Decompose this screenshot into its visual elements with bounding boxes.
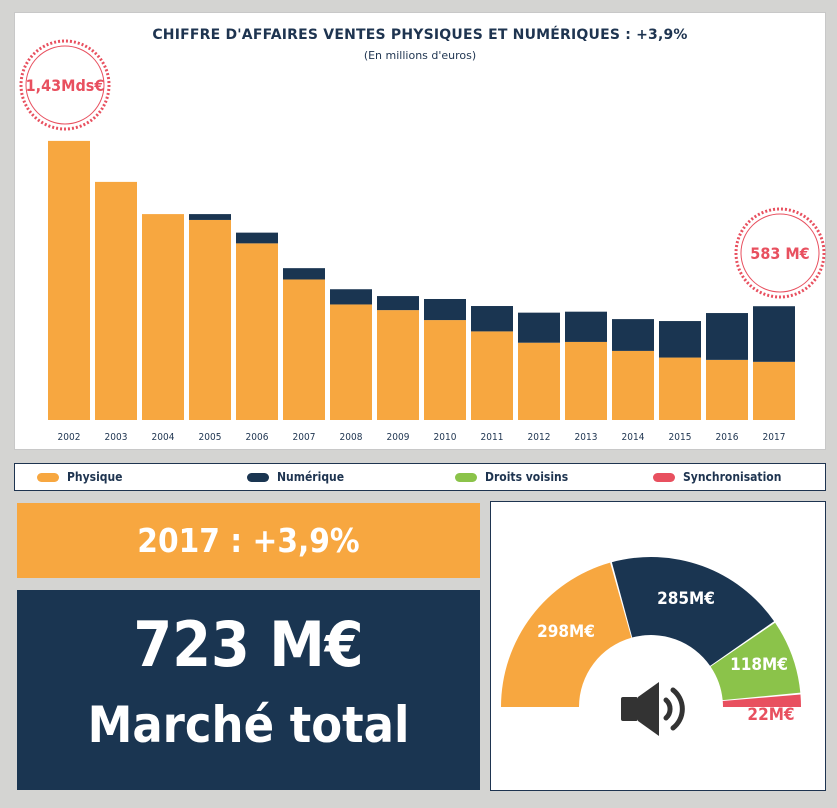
growth-banner: 2017 : +3,9% xyxy=(17,503,480,578)
x-tick-label: 2008 xyxy=(340,432,363,443)
bar-numerique-2013 xyxy=(565,311,607,342)
bar-physique-2013 xyxy=(565,341,607,420)
bar-numerique-2012 xyxy=(518,312,560,343)
bar-chart: 2002 2003 2004 2005 2006 2007 2008 2009 2010 2011… xyxy=(19,39,826,443)
bar-physique-2007 xyxy=(283,279,325,420)
legend-swatch-synchronisation xyxy=(653,472,675,482)
legend-swatch-physique xyxy=(37,472,59,482)
legend-label-numerique: Numérique xyxy=(277,470,345,484)
total-market-panel: 723 M€ Marché total xyxy=(17,590,480,790)
half-donut-chart: 298M€ 285M€ 118M€ 22M€ xyxy=(501,557,801,736)
annotation-2017-total: 583 M€ xyxy=(734,207,826,299)
x-tick-label: 2004 xyxy=(152,432,175,443)
bar-numerique-2011 xyxy=(471,306,513,332)
bar-numerique-2005 xyxy=(189,214,231,220)
x-tick-label: 2017 xyxy=(763,432,786,443)
donut-label-droits-voisins: 118M€ xyxy=(730,655,788,675)
x-tick-label: 2014 xyxy=(622,432,645,443)
bar-physique-2009 xyxy=(377,310,419,420)
donut-label-synchronisation: 22M€ xyxy=(747,705,794,725)
x-tick-label: 2007 xyxy=(293,432,316,443)
bar-numerique-2016 xyxy=(706,313,748,360)
bar-physique-2010 xyxy=(424,320,466,420)
legend-label-synchronisation: Synchronisation xyxy=(683,470,782,484)
x-tick-label: 2010 xyxy=(434,432,457,443)
bar-physique-2005 xyxy=(189,219,231,420)
bar-numerique-2017 xyxy=(753,306,795,362)
donut-label-physique: 298M€ xyxy=(537,622,595,642)
bar-numerique-2010 xyxy=(424,298,466,321)
bar-numerique-2015 xyxy=(659,321,701,358)
bar-physique-2011 xyxy=(471,331,513,420)
x-tick-label: 2011 xyxy=(481,432,504,443)
bar-physique-2017 xyxy=(753,361,795,420)
svg-text:1,43Mds€: 1,43Mds€ xyxy=(26,76,105,95)
legend-swatch-numerique xyxy=(247,472,269,482)
donut-slice-synchronisation xyxy=(722,694,801,707)
donut-label-numérique: 285M€ xyxy=(657,589,715,609)
svg-text:583 M€: 583 M€ xyxy=(750,244,809,263)
chart-subtitle: (En millions d'euros) xyxy=(363,49,477,62)
x-tick-label: 2015 xyxy=(669,432,692,443)
legend-item-physique: Physique xyxy=(37,470,123,484)
bar-numerique-2009 xyxy=(377,296,419,311)
bar-physique-2016 xyxy=(706,359,748,420)
bar-physique-2002 xyxy=(48,140,90,420)
legend-item-synchronisation: Synchronisation xyxy=(653,470,781,484)
donut-slice-droits-voisins xyxy=(710,622,801,701)
bar-physique-2006 xyxy=(236,243,278,420)
x-tick-label: 2005 xyxy=(199,432,222,443)
donut-slice-numérique xyxy=(611,557,775,666)
bar-numerique-2007 xyxy=(283,268,325,280)
bar-physique-2012 xyxy=(518,342,560,420)
legend-label-droits-voisins: Droits voisins xyxy=(485,470,569,484)
bar-numerique-2006 xyxy=(236,232,278,244)
bar-chart-panel: CHIFFRE D'AFFAIRES VENTES PHYSIQUES ET N… xyxy=(14,12,826,450)
total-market-label: Marché total xyxy=(87,696,410,754)
legend-label-physique: Physique xyxy=(67,470,123,484)
bar-numerique-2008 xyxy=(330,289,372,305)
bar-physique-2004 xyxy=(142,214,184,420)
total-market-value: 723 M€ xyxy=(133,608,364,681)
bar-physique-2003 xyxy=(95,181,137,420)
x-tick-label: 2012 xyxy=(528,432,551,443)
annotation-2002-peak: 1,43Mds€ xyxy=(19,39,111,131)
legend-item-numerique: Numérique xyxy=(247,470,344,484)
legend-item-droits-voisins: Droits voisins xyxy=(455,470,568,484)
x-tick-label: 2002 xyxy=(58,432,81,443)
x-tick-label: 2016 xyxy=(716,432,739,443)
legend-swatch-droits-voisins xyxy=(455,472,477,482)
chart-title: CHIFFRE D'AFFAIRES VENTES PHYSIQUES ET N… xyxy=(152,27,688,43)
bar-physique-2014 xyxy=(612,350,654,420)
x-tick-label: 2006 xyxy=(246,432,269,443)
speaker-icon xyxy=(621,682,685,736)
x-tick-label: 2009 xyxy=(387,432,410,443)
bar-numerique-2014 xyxy=(612,319,654,351)
revenue-breakdown-panel: 298M€ 285M€ 118M€ 22M€ xyxy=(490,501,826,791)
x-tick-label: 2003 xyxy=(105,432,128,443)
legend: Physique Numérique Droits voisins Synchr… xyxy=(14,463,826,491)
donut-slice-physique xyxy=(501,562,632,707)
bar-physique-2015 xyxy=(659,357,701,420)
bar-physique-2008 xyxy=(330,304,372,420)
x-tick-label: 2013 xyxy=(575,432,598,443)
